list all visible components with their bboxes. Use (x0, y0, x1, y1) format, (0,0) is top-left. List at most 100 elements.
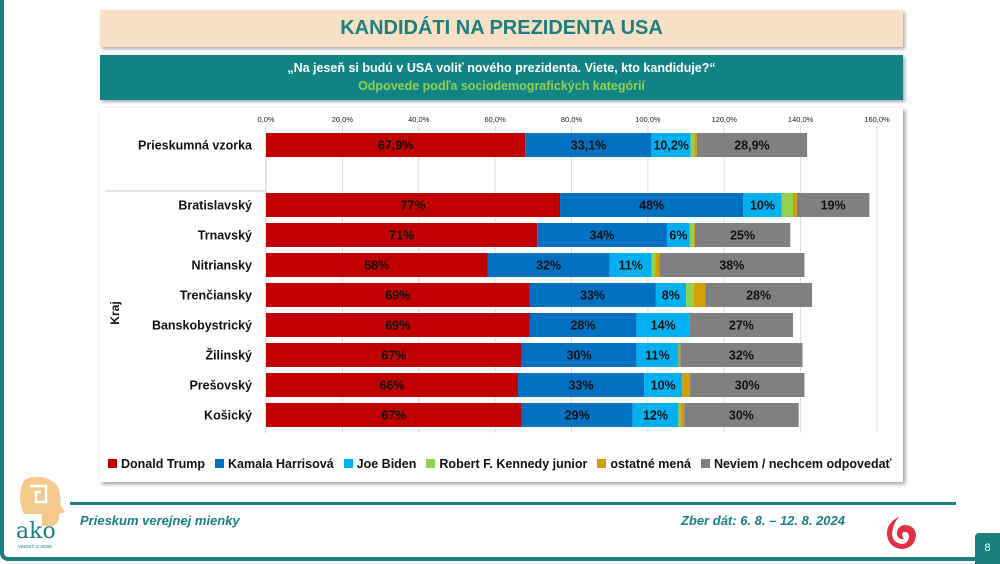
legend-label: Joe Biden (356, 457, 417, 471)
bar-segment (678, 403, 681, 427)
bar-segment (266, 283, 530, 307)
legend-label: Robert F. Kennedy junior (439, 457, 588, 471)
footer-survey-label: Prieskum verejnej mienky (80, 513, 240, 528)
bar-segment (644, 373, 683, 397)
data-label: 67% (381, 349, 406, 363)
bar-segment (680, 343, 803, 367)
data-label: 27% (729, 319, 754, 333)
data-label: 19% (821, 199, 846, 213)
logo-text: ako (16, 519, 56, 544)
group-label: Kraj (108, 301, 122, 324)
legend: Donald Trump Kamala Harrisová Joe Biden Rob… (108, 457, 892, 471)
data-label: 33% (580, 289, 605, 303)
bar-segment (266, 223, 538, 247)
bar-segment (781, 193, 793, 217)
question-text: „Na jeseň si budú v USA voliť nového pre… (287, 61, 716, 75)
legend-label: Donald Trump (121, 457, 206, 471)
data-label: 29% (565, 409, 590, 423)
data-label: 14% (651, 319, 676, 333)
bar-segment (655, 283, 687, 307)
category-label: Žilinský (205, 348, 252, 363)
data-label: 67,9% (378, 139, 413, 153)
data-label: 77% (401, 199, 426, 213)
ako-logo: ako VEDIEŤ O SEBE (16, 476, 65, 549)
bar-segment (521, 343, 637, 367)
bar-segment (680, 403, 685, 427)
x-tick-label: 160,0% (864, 115, 890, 124)
bar-segment (693, 223, 695, 247)
legend-label: Kamala Harrisová (228, 457, 334, 471)
bar-segment (632, 403, 679, 427)
category-label: Bratislavský (178, 199, 252, 213)
swirl-logo-icon (886, 516, 916, 549)
data-label: 58% (364, 259, 389, 273)
data-label: 30% (735, 379, 760, 393)
data-label: 38% (719, 259, 744, 273)
bar-segment (684, 403, 799, 427)
bar-segment (266, 373, 519, 397)
slide-title: KANDIDÁTI NA PREZIDENTA USA (100, 10, 903, 47)
legend-swatch (597, 459, 607, 468)
x-tick-label: 140,0% (788, 115, 814, 124)
x-tick-label: 60,0% (484, 115, 506, 124)
legend-item: Robert F. Kennedy junior (426, 457, 587, 471)
bar-segment (689, 313, 793, 337)
x-tick-label: 0,0% (257, 115, 274, 124)
bar-segment (487, 253, 610, 277)
data-label: 28% (570, 319, 595, 333)
bar-segment (689, 223, 694, 247)
bar-segment (743, 193, 782, 217)
page-number: 8 (975, 533, 1000, 564)
bar-segment (529, 313, 637, 337)
category-label: Košický (204, 409, 252, 423)
legend-item: Kamala Harrisová (215, 457, 334, 471)
bar-segment (266, 403, 522, 427)
data-label: 48% (639, 199, 664, 213)
data-label: 32% (536, 259, 561, 273)
data-label: 32% (729, 349, 754, 363)
legend-swatch (108, 459, 117, 468)
legend-item: Neviem / nechcem odpovedať (700, 457, 892, 471)
footer-date: Zber dát: 6. 8. – 12. 8. 2024 (680, 513, 845, 528)
bar-segment (560, 193, 744, 217)
bar-segment (693, 283, 706, 307)
data-label: 10,2% (653, 139, 688, 153)
legend-item: Joe Biden (343, 457, 417, 471)
data-label: 30% (729, 409, 754, 423)
bar-segment (705, 283, 813, 307)
bar-segment (696, 133, 808, 157)
legend-swatch (343, 459, 353, 468)
data-label: 8% (662, 289, 680, 303)
legend-item: Donald Trump (108, 457, 205, 471)
bar-segment (636, 313, 690, 337)
chart-area: 0,0% 20,0% 40,0% 60,0% 80,0% 100,0% 120,0% 140,… (100, 108, 903, 482)
bar-segment (690, 133, 695, 157)
category-label: Nitriansky (192, 259, 252, 273)
category-label: Trnavský (198, 229, 252, 243)
data-label: 71% (389, 229, 414, 243)
data-label: 69% (385, 319, 410, 333)
bar-segment (266, 193, 561, 217)
category-label: Prešovský (189, 379, 252, 393)
x-tick-label: 100,0% (635, 115, 661, 124)
bar-segment (521, 403, 633, 427)
legend-swatch (700, 459, 710, 468)
legend-swatch (215, 459, 225, 468)
data-label: 10% (651, 379, 676, 393)
bar-segment (518, 373, 645, 397)
bar-segment (609, 253, 652, 277)
bar-segment (529, 283, 656, 307)
legend-label: Neviem / nechcem odpovedať (713, 457, 892, 471)
bar-segment (689, 373, 805, 397)
data-label: 28% (746, 289, 771, 303)
x-tick-label: 40,0% (408, 115, 430, 124)
data-label: 12% (643, 409, 668, 423)
footer-divider (70, 502, 956, 505)
bar-segment (537, 223, 667, 247)
bar-segment (266, 253, 488, 277)
legend-swatch (426, 459, 436, 468)
data-label: 11% (645, 349, 669, 363)
legend-item: ostatné mená (597, 457, 691, 471)
svg-text:VEDIEŤ O SEBE: VEDIEŤ O SEBE (18, 542, 52, 549)
